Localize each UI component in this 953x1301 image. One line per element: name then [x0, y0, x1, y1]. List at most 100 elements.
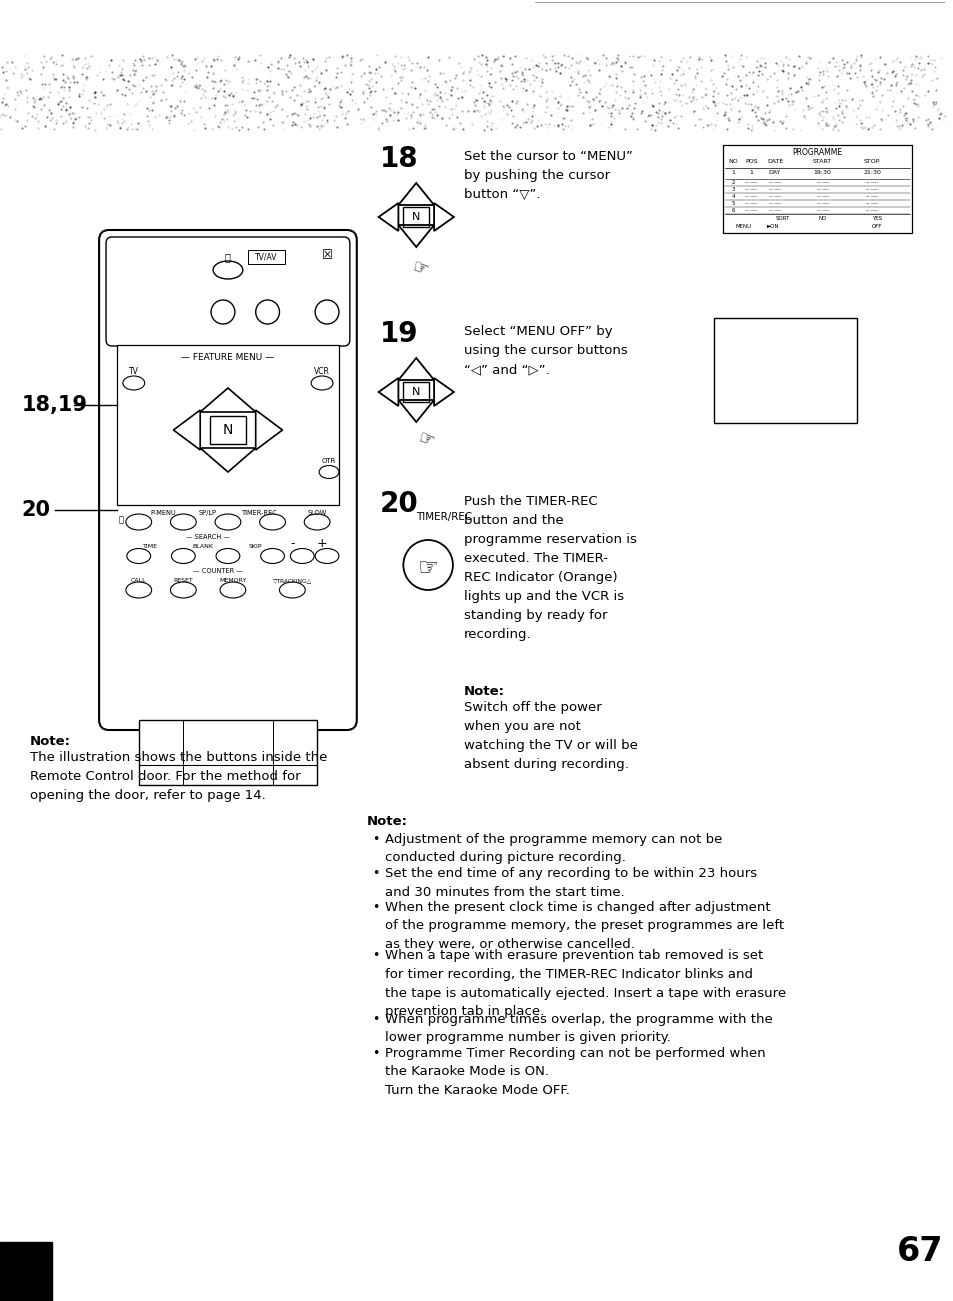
- Text: Note:: Note:: [366, 814, 407, 827]
- Text: •: •: [372, 1046, 378, 1059]
- Text: When a tape with erasure prevention tab removed is set
for timer recording, the : When a tape with erasure prevention tab …: [384, 950, 785, 1017]
- Text: SORT: SORT: [775, 216, 789, 221]
- Text: -- ----: -- ----: [768, 187, 781, 193]
- Text: -- ----: -- ----: [865, 194, 877, 199]
- Text: SKIP: SKIP: [249, 544, 262, 549]
- Ellipse shape: [259, 514, 285, 530]
- Text: -: -: [290, 537, 294, 550]
- Text: ⏻: ⏻: [118, 515, 123, 524]
- Text: ☞: ☞: [417, 556, 438, 580]
- FancyBboxPatch shape: [106, 237, 350, 346]
- Text: P-MENU: P-MENU: [151, 510, 176, 516]
- Ellipse shape: [220, 582, 246, 598]
- Text: Push the TIMER-REC
button and the
programme reservation is
executed. The TIMER-
: Push the TIMER-REC button and the progra…: [463, 494, 636, 641]
- Text: ▽TRACKING△: ▽TRACKING△: [273, 578, 312, 583]
- Text: 1: 1: [748, 170, 752, 176]
- Text: — FEATURE MENU —: — FEATURE MENU —: [181, 353, 274, 362]
- Text: The illustration shows the buttons inside the
Remote Control door. For the metho: The illustration shows the buttons insid…: [30, 751, 327, 801]
- Text: -- ----: -- ----: [744, 187, 757, 193]
- Ellipse shape: [260, 549, 284, 563]
- Text: -- ----: -- ----: [816, 194, 828, 199]
- Text: N: N: [222, 423, 233, 437]
- Ellipse shape: [311, 376, 333, 390]
- Text: +: +: [316, 537, 327, 550]
- Text: BLANK: BLANK: [193, 544, 213, 549]
- Text: — COUNTER —: — COUNTER —: [193, 569, 243, 574]
- Ellipse shape: [279, 582, 305, 598]
- Text: Adjustment of the programme memory can not be
conducted during picture recording: Adjustment of the programme memory can n…: [384, 833, 721, 864]
- Text: -- ----: -- ----: [865, 187, 877, 193]
- Text: -- ----: -- ----: [816, 200, 828, 206]
- Bar: [138, 719, 316, 785]
- Text: 21:30: 21:30: [862, 170, 881, 176]
- Text: -- ----: -- ----: [768, 180, 781, 185]
- Text: •: •: [372, 833, 378, 846]
- Text: •: •: [372, 950, 378, 963]
- Bar: [0, 1242, 51, 1301]
- Text: YES: YES: [871, 216, 882, 221]
- Text: -- ----: -- ----: [744, 200, 757, 206]
- Text: TIMER/REC: TIMER/REC: [416, 513, 472, 522]
- Text: •: •: [372, 866, 378, 879]
- Ellipse shape: [215, 549, 239, 563]
- Text: OTR: OTR: [321, 458, 335, 464]
- Text: When the present clock time is changed after adjustment
of the programme memory,: When the present clock time is changed a…: [384, 902, 782, 951]
- Text: VCR: VCR: [314, 367, 330, 376]
- Ellipse shape: [304, 514, 330, 530]
- Ellipse shape: [123, 376, 145, 390]
- Text: Select “MENU OFF” by
using the cursor buttons
“◁” and “▷”.: Select “MENU OFF” by using the cursor bu…: [463, 325, 627, 376]
- Ellipse shape: [319, 466, 338, 479]
- FancyBboxPatch shape: [99, 230, 356, 730]
- Bar: [248, 250, 285, 264]
- Text: RESET: RESET: [173, 578, 193, 583]
- Ellipse shape: [171, 582, 196, 598]
- Text: ☞: ☞: [416, 428, 436, 450]
- Text: MENU: MENU: [735, 224, 751, 229]
- Ellipse shape: [127, 549, 151, 563]
- Text: START: START: [812, 159, 831, 164]
- Text: Programme Timer Recording can not be performed when
the Karaoke Mode is ON.
Turn: Programme Timer Recording can not be per…: [384, 1046, 764, 1097]
- Text: — SEARCH —: — SEARCH —: [186, 533, 230, 540]
- Text: When programme times overlap, the programme with the
lower programme number is g: When programme times overlap, the progra…: [384, 1012, 772, 1043]
- Text: -- ----: -- ----: [744, 194, 757, 199]
- Text: •: •: [372, 902, 378, 915]
- Text: ►ON: ►ON: [766, 224, 779, 229]
- Text: TV/AV: TV/AV: [255, 252, 277, 262]
- Text: -- ----: -- ----: [865, 200, 877, 206]
- Text: -- ----: -- ----: [768, 208, 781, 213]
- Bar: [713, 317, 857, 423]
- Text: SLOW: SLOW: [307, 510, 327, 516]
- Text: 19:30: 19:30: [813, 170, 831, 176]
- Bar: [403, 382, 429, 402]
- Text: •: •: [372, 1012, 378, 1025]
- Text: Switch off the power
when you are not
watching the TV or will be
absent during r: Switch off the power when you are not wa…: [463, 701, 637, 771]
- Ellipse shape: [126, 514, 152, 530]
- Text: -- ----: -- ----: [744, 180, 757, 185]
- Text: 2: 2: [731, 180, 735, 185]
- Text: Set the end time of any recording to be within 23 hours
and 30 minutes from the : Set the end time of any recording to be …: [384, 866, 756, 899]
- Text: 5: 5: [731, 200, 735, 206]
- Text: DAY: DAY: [768, 170, 781, 176]
- Text: 18,19: 18,19: [22, 396, 88, 415]
- Text: 4: 4: [731, 194, 735, 199]
- Text: TV: TV: [129, 367, 138, 376]
- Text: N: N: [412, 386, 420, 397]
- Text: -- ----: -- ----: [768, 200, 781, 206]
- Text: TIMER-REC: TIMER-REC: [241, 510, 277, 516]
- Bar: [210, 416, 246, 444]
- Text: NO: NO: [818, 216, 826, 221]
- Text: 1: 1: [731, 170, 735, 176]
- Bar: [403, 207, 429, 226]
- Text: OFF: OFF: [871, 224, 882, 229]
- Text: -- ----: -- ----: [816, 180, 828, 185]
- Text: Note:: Note:: [30, 735, 71, 748]
- Text: Set the cursor to “MENU”
by pushing the cursor
button “▽”.: Set the cursor to “MENU” by pushing the …: [463, 150, 632, 200]
- Text: STOP: STOP: [863, 159, 880, 164]
- Text: MEMORY: MEMORY: [219, 578, 246, 583]
- Text: Note:: Note:: [463, 686, 504, 699]
- Text: 18: 18: [379, 144, 417, 173]
- Text: POS: POS: [744, 159, 757, 164]
- Text: 67: 67: [896, 1235, 943, 1268]
- Ellipse shape: [126, 582, 152, 598]
- Text: 19: 19: [379, 320, 417, 347]
